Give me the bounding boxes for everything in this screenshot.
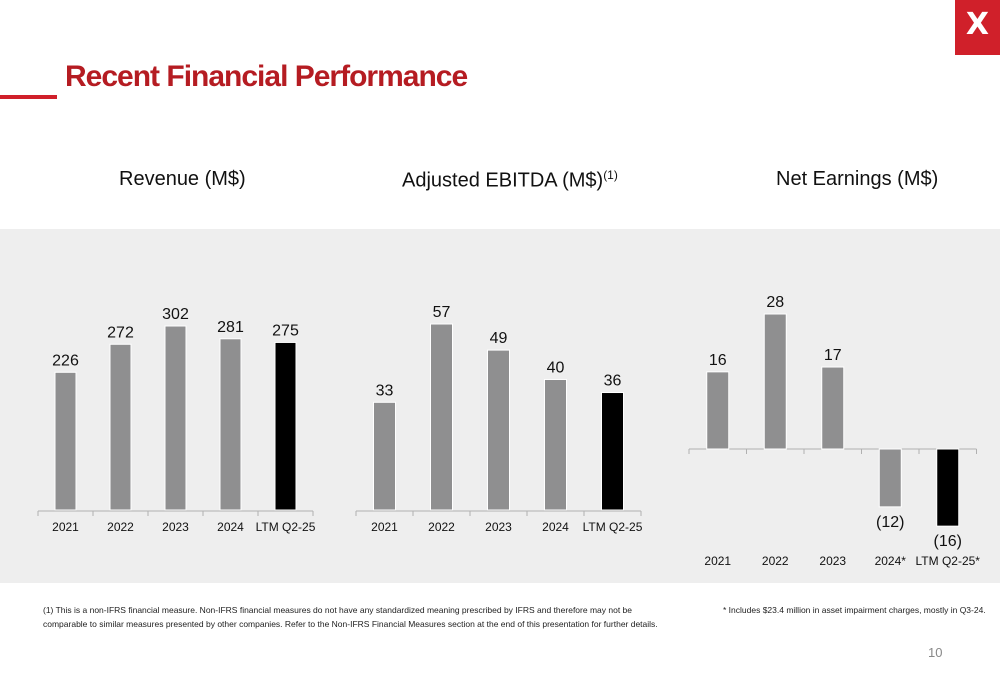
revenue-bar-2 (164, 325, 187, 511)
net-earnings-bar-1 (763, 313, 787, 450)
net-earnings-title-text: Net Earnings (M$) (776, 168, 939, 190)
revenue-bar-4 (274, 341, 297, 511)
ebitda-data-label-1: 57 (433, 304, 451, 321)
net-earnings-data-label-3: (12) (876, 514, 904, 531)
ebitda-data-label-2: 49 (490, 330, 508, 347)
revenue-chart-title: Revenue (M$) (119, 168, 246, 191)
net-earnings-data-label-2: 17 (824, 347, 842, 364)
ebitda-title-text: Adjusted EBITDA (M$) (402, 169, 604, 192)
revenue-data-label-0: 226 (52, 352, 79, 369)
footnote-line-1: (1) This is a non-IFRS financial measure… (43, 605, 632, 615)
net-earnings-data-label-1: 28 (766, 294, 784, 311)
footnote-non-ifrs: (1) This is a non-IFRS financial measure… (43, 603, 658, 631)
revenue-category-label-1: 2022 (107, 520, 134, 534)
ebitda-bar-2 (487, 349, 510, 511)
ebitda-data-label-4: 36 (604, 373, 622, 390)
revenue-data-label-3: 281 (217, 319, 244, 336)
revenue-category-label-3: 2024 (217, 520, 244, 534)
net-earnings-category-label-2: 2023 (819, 554, 846, 568)
page-number: 10 (928, 645, 943, 660)
company-logo: X (955, 0, 1000, 55)
title-accent-rule (0, 95, 57, 99)
ebitda-bar-3 (544, 378, 567, 511)
ebitda-category-label-4: LTM Q2-25 (583, 520, 643, 534)
revenue-category-label-0: 2021 (52, 520, 79, 534)
ebitda-category-label-0: 2021 (371, 520, 398, 534)
net-earnings-category-label-3: 2024* (875, 554, 907, 568)
logo-text: X (965, 7, 990, 42)
ebitda-category-label-1: 2022 (428, 520, 455, 534)
ebitda-title-footnote-ref: (1) (603, 168, 618, 182)
revenue-data-label-4: 275 (272, 322, 299, 339)
net-earnings-category-label-4: LTM Q2-25* (916, 554, 981, 568)
revenue-data-label-1: 272 (107, 324, 134, 341)
net-earnings-data-label-0: 16 (709, 352, 727, 369)
net-earnings-chart-title: Net Earnings (M$) (776, 168, 938, 191)
ebitda-bar-0 (373, 401, 396, 511)
revenue-bar-1 (109, 343, 132, 511)
ebitda-bar-1 (430, 323, 453, 511)
ebitda-chart-title: Adjusted EBITDA (M$)(1) (402, 168, 618, 193)
revenue-bar-3 (219, 338, 242, 511)
ebitda-data-label-3: 40 (547, 359, 565, 376)
revenue-title-text: Revenue (M$) (119, 168, 246, 190)
ebitda-bar-4 (601, 392, 624, 511)
net-earnings-bar-2 (821, 366, 845, 450)
ebitda-category-label-3: 2024 (542, 520, 569, 534)
revenue-category-label-2: 2023 (162, 520, 189, 534)
page-title: Recent Financial Performance (65, 60, 468, 93)
revenue-category-label-4: LTM Q2-25 (256, 520, 316, 534)
net-earnings-bar-0 (706, 371, 730, 450)
footnote-impairment: * Includes $23.4 million in asset impair… (723, 605, 986, 615)
ebitda-category-label-2: 2023 (485, 520, 512, 534)
net-earnings-bar-4 (936, 448, 960, 527)
footnote-line-2: comparable to similar measures presented… (43, 619, 658, 629)
net-earnings-category-label-1: 2022 (762, 554, 789, 568)
revenue-bar-0 (54, 371, 77, 511)
net-earnings-category-label-0: 2021 (704, 554, 731, 568)
net-earnings-data-label-4: (16) (934, 533, 962, 550)
revenue-data-label-2: 302 (162, 306, 189, 323)
net-earnings-bar-3 (878, 448, 902, 508)
ebitda-data-label-0: 33 (376, 382, 394, 399)
